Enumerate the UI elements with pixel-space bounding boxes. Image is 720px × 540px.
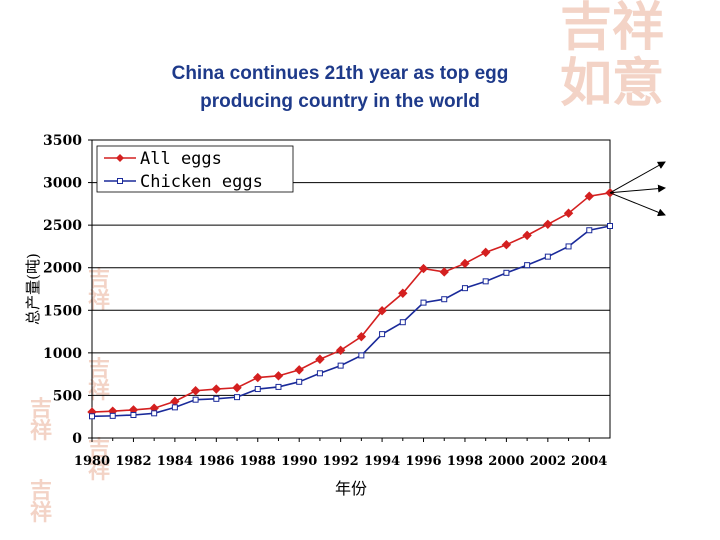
- watermark-left-5: 吉祥: [30, 478, 53, 526]
- series-line-chicken-eggs: [91, 225, 611, 418]
- data-point-chicken-eggs: [399, 319, 406, 326]
- data-point-chicken-eggs: [151, 410, 158, 417]
- data-point-chicken-eggs: [254, 386, 261, 393]
- slide-title: China continues 21th year as top egg pro…: [100, 60, 580, 116]
- x-tick-label: 1986: [198, 454, 234, 469]
- watermark-left-2: 吉祥: [88, 356, 111, 404]
- legend-marker-chicken-eggs: [117, 178, 123, 184]
- data-point-all-eggs: [377, 306, 387, 316]
- data-point-all-eggs: [563, 208, 574, 218]
- data-point-all-eggs: [480, 247, 491, 258]
- x-tick-label: 1982: [115, 454, 151, 469]
- data-point-all-eggs: [170, 396, 180, 407]
- title-line-1: China continues 21th year as top egg: [171, 63, 509, 84]
- data-point-chicken-eggs: [171, 404, 178, 411]
- data-point-chicken-eggs: [482, 278, 489, 285]
- x-tick-label: 1990: [281, 454, 317, 469]
- data-point-chicken-eggs: [586, 227, 593, 234]
- y-axis-title: 总产量(吨): [24, 253, 42, 325]
- data-point-all-eggs: [418, 263, 429, 274]
- x-tick-label: 2004: [571, 454, 607, 469]
- x-tick-label: 1994: [364, 454, 400, 469]
- data-point-chicken-eggs: [316, 370, 323, 377]
- y-tick-label: 2000: [43, 261, 82, 277]
- data-point-all-eggs: [543, 219, 553, 229]
- data-point-chicken-eggs: [213, 395, 220, 402]
- watermark-top-right: 吉祥 如意: [560, 0, 665, 114]
- x-tick-label: 2000: [488, 454, 524, 469]
- data-point-chicken-eggs: [296, 378, 303, 385]
- data-point-chicken-eggs: [503, 269, 510, 276]
- y-tick-label: 3500: [43, 133, 82, 149]
- watermark-left-1: 吉祥: [88, 266, 111, 314]
- x-axis-title: 年份: [335, 479, 367, 498]
- data-point-all-eggs: [315, 354, 325, 364]
- data-point-chicken-eggs: [89, 413, 95, 420]
- trend-arrow: [609, 161, 666, 194]
- title-line-2: producing country in the world: [200, 91, 480, 112]
- data-point-all-eggs: [273, 371, 284, 381]
- data-point-all-eggs: [232, 383, 242, 393]
- y-tick-label: 1000: [43, 346, 82, 362]
- trend-arrow: [609, 192, 666, 217]
- data-point-all-eggs: [211, 384, 222, 394]
- data-point-all-eggs: [190, 386, 201, 396]
- plot-area-frame: [91, 139, 611, 439]
- data-point-all-eggs: [439, 267, 449, 277]
- data-point-all-eggs: [356, 331, 367, 342]
- data-point-chicken-eggs: [275, 383, 282, 390]
- data-point-chicken-eggs: [524, 262, 531, 269]
- y-tick-label: 500: [53, 388, 82, 404]
- data-point-chicken-eggs: [234, 394, 241, 401]
- data-point-chicken-eggs: [461, 285, 468, 292]
- x-tick-label: 1992: [323, 454, 359, 469]
- data-point-chicken-eggs: [337, 362, 344, 369]
- x-tick-label: 1996: [405, 454, 441, 469]
- trend-arrow: [609, 184, 666, 194]
- legend-label-all-eggs: All eggs: [140, 149, 222, 169]
- data-point-all-eggs: [253, 372, 263, 383]
- data-point-chicken-eggs: [420, 299, 427, 306]
- data-point-chicken-eggs: [544, 253, 551, 260]
- data-point-chicken-eggs: [379, 331, 386, 338]
- data-point-chicken-eggs: [192, 396, 199, 403]
- data-point-chicken-eggs: [130, 412, 137, 419]
- x-tick-label: 2002: [530, 454, 566, 469]
- y-tick-label: 3000: [43, 176, 82, 192]
- y-tick-label: 2500: [43, 218, 82, 234]
- watermark-left-4: 吉祥: [88, 436, 111, 484]
- series-line-all-eggs: [91, 191, 611, 413]
- x-tick-label: 1998: [447, 454, 483, 469]
- data-point-all-eggs: [335, 345, 346, 356]
- legend-label-chicken-eggs: Chicken eggs: [140, 172, 263, 192]
- data-point-all-eggs: [398, 288, 408, 298]
- watermark-left-3: 吉祥: [30, 396, 53, 444]
- legend-box: [96, 145, 294, 193]
- legend-marker-all-eggs: [116, 154, 124, 162]
- y-tick-label: 0: [72, 431, 82, 447]
- data-point-all-eggs: [460, 258, 470, 269]
- x-tick-label: 1988: [240, 454, 276, 469]
- data-point-chicken-eggs: [358, 352, 365, 359]
- data-point-chicken-eggs: [565, 243, 572, 250]
- data-point-all-eggs: [294, 365, 304, 375]
- x-tick-label: 1984: [157, 454, 193, 469]
- x-tick-label: 1980: [74, 454, 110, 469]
- data-point-all-eggs: [522, 230, 532, 241]
- data-point-chicken-eggs: [441, 296, 448, 303]
- data-point-chicken-eggs: [109, 412, 116, 419]
- data-point-chicken-eggs: [607, 222, 613, 229]
- y-tick-label: 1500: [43, 303, 82, 319]
- data-point-all-eggs: [584, 191, 594, 201]
- data-point-all-eggs: [501, 240, 512, 250]
